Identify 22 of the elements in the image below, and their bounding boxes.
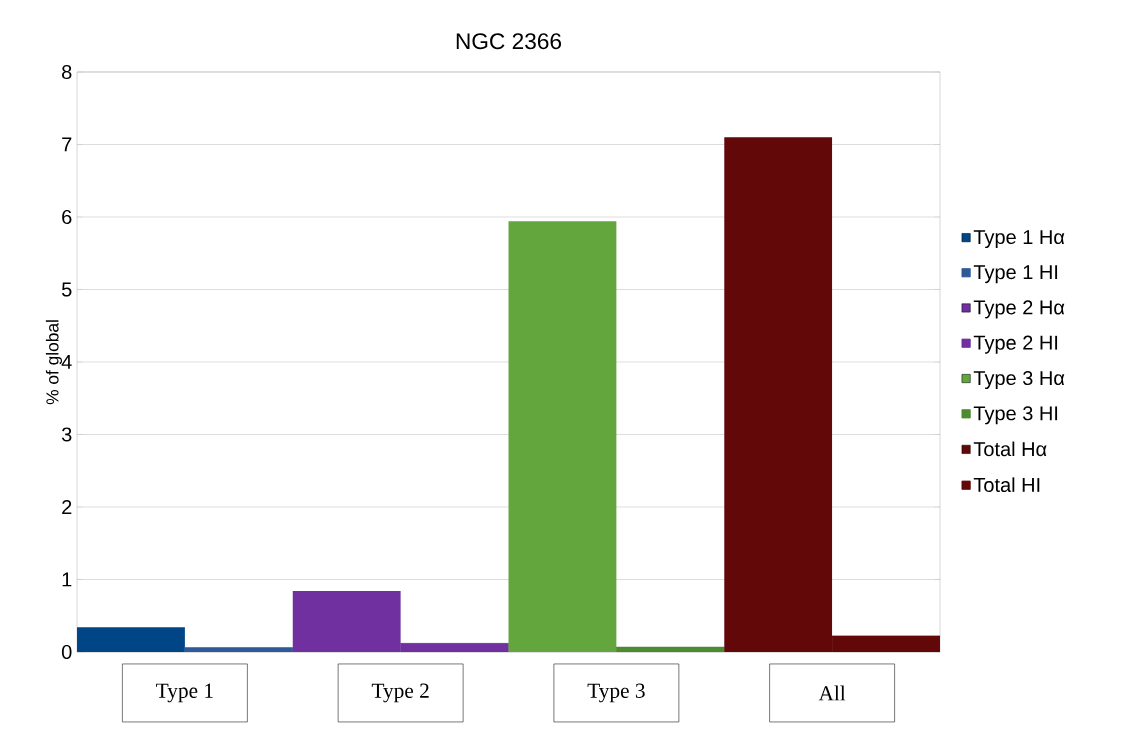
- y-tick-label: 1: [62, 572, 72, 587]
- y-tick-label: 2: [62, 500, 72, 514]
- legend-label: Type 1 HI: [973, 265, 1058, 284]
- legend-label: Type 2 HI: [973, 335, 1058, 354]
- y-tick-label: 5: [61, 282, 72, 297]
- x-tick-label: All: [818, 685, 846, 701]
- y-tick-label: 0: [61, 644, 72, 660]
- y-tick-label: 4: [61, 355, 72, 369]
- y-tick-label: 7: [62, 137, 72, 152]
- y-tick-label: 3: [61, 427, 72, 442]
- y-tick-label: 6: [62, 209, 72, 225]
- legend-label: Total HI: [973, 477, 1040, 493]
- legend-label: Total Hα: [973, 441, 1047, 457]
- legend-label: Type 1 Hα: [973, 230, 1065, 249]
- legend-label: Type 2 Hα: [973, 300, 1065, 319]
- x-tick-label: Type 2: [371, 683, 429, 703]
- x-tick-label: Type 1: [156, 683, 213, 703]
- chart-title: NGC 2366: [456, 33, 562, 50]
- y-tick-label: 8: [62, 64, 72, 80]
- legend-label: Type 3 Hα: [973, 370, 1065, 390]
- legend-label: Type 3 HI: [973, 406, 1058, 425]
- x-tick-label: Type 3: [587, 683, 645, 703]
